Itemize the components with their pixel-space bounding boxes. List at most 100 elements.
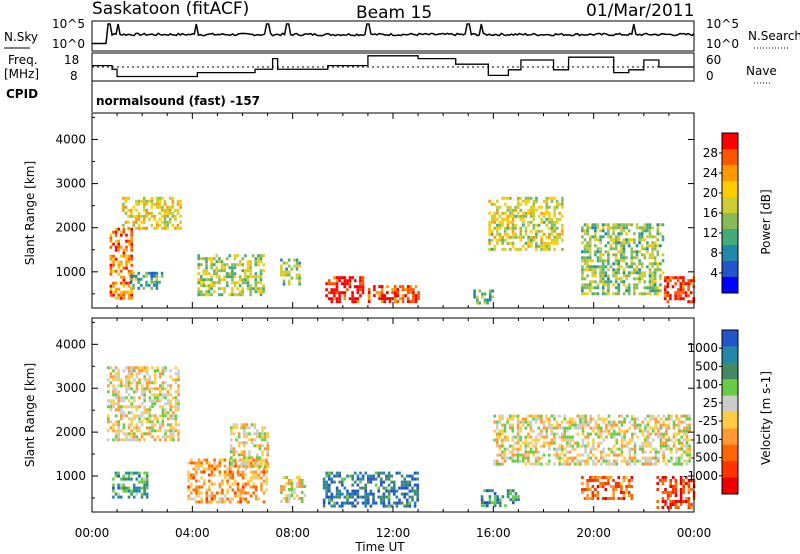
heatmap-cell [261, 432, 264, 436]
heatmap-cell [493, 202, 497, 206]
heatmap-cell [237, 432, 241, 436]
heatmap-cell [151, 405, 154, 409]
heatmap-cell [561, 223, 564, 227]
heatmap-cell [163, 223, 167, 227]
heatmap-cell [114, 474, 118, 478]
heatmap-cell [511, 417, 515, 421]
heatmap-cell [687, 485, 691, 488]
heatmap-cell [640, 292, 644, 296]
heatmap-cell [648, 235, 652, 239]
heatmap-cell [143, 471, 146, 475]
heatmap-cell [644, 429, 647, 433]
heatmap-cell [649, 450, 652, 454]
heatmap-cell [643, 238, 647, 242]
heatmap-cell [646, 286, 649, 290]
heatmap-cell [143, 432, 146, 436]
heatmap-cell [581, 441, 585, 445]
heatmap-cell [614, 262, 618, 266]
heatmap-cell [263, 432, 267, 436]
heatmap-cell [232, 426, 236, 430]
heatmap-cell [155, 202, 159, 206]
heatmap-cell [604, 488, 608, 491]
colorbar-segment [722, 346, 738, 364]
heatmap-cell [676, 297, 680, 301]
heatmap-cell [158, 205, 162, 209]
heatmap-cell [612, 283, 615, 287]
heatmap-cell [633, 441, 637, 445]
x-tick-label: 08:00 [275, 526, 310, 540]
heatmap-cell [200, 257, 203, 261]
heatmap-cell [192, 476, 196, 480]
heatmap-cell [498, 444, 502, 448]
heatmap-cell [147, 283, 151, 287]
heatmap-cell [493, 420, 496, 424]
heatmap-cell [529, 462, 533, 466]
heatmap-cell [511, 217, 515, 221]
heatmap-cell [609, 265, 613, 269]
heatmap-cell [679, 282, 683, 286]
heatmap-cell [527, 238, 530, 242]
heatmap-cell [677, 420, 681, 424]
heatmap-cell [651, 286, 654, 290]
heatmap-cell [648, 244, 652, 248]
heatmap-cell [657, 414, 660, 418]
heatmap-cell [119, 495, 123, 499]
heatmap-cell [508, 444, 512, 448]
heatmap-cell [581, 226, 584, 230]
heatmap-cell [416, 495, 419, 499]
heatmap-cell [210, 293, 213, 297]
heatmap-cell [550, 423, 554, 427]
heatmap-cell [295, 494, 299, 497]
colorbar-tick-label: 16 [703, 206, 718, 220]
heatmap-cell [656, 232, 660, 236]
heatmap-cell [179, 214, 182, 218]
heatmap-cell [596, 259, 600, 263]
heatmap-cell [252, 476, 255, 480]
heatmap-cell [609, 235, 613, 239]
heatmap-cell [215, 269, 219, 273]
heatmap-cell [548, 205, 551, 209]
heatmap-cell [617, 271, 621, 275]
heatmap-cell [604, 259, 608, 263]
heatmap-cell [382, 480, 386, 484]
heatmap-cell [200, 263, 203, 267]
heatmap-cell [127, 411, 131, 415]
heatmap-cell [604, 223, 608, 227]
heatmap-cell [662, 414, 665, 418]
heatmap-cell [249, 479, 253, 483]
heatmap-cell [609, 238, 613, 242]
heatmap-cell [566, 435, 569, 439]
heatmap-cell [257, 497, 261, 501]
heatmap-cell [257, 263, 260, 267]
heatmap-cell [142, 274, 146, 278]
heatmap-cell [254, 287, 258, 291]
heatmap-cell [545, 432, 548, 436]
heatmap-cell [651, 244, 654, 248]
heatmap-cell [398, 501, 401, 505]
heatmap-cell [638, 447, 642, 451]
heatmap-cell [161, 420, 165, 424]
heatmap-cell [228, 293, 232, 297]
heatmap-cell [417, 291, 420, 295]
heatmap-cell [617, 226, 621, 230]
heatmap-cell [509, 196, 512, 200]
heatmap-cell [328, 477, 331, 481]
heatmap-cell [527, 211, 530, 215]
heatmap-cell [643, 223, 647, 227]
heatmap-cell [192, 488, 196, 492]
heatmap-cell [393, 297, 397, 301]
heatmap-cell [529, 238, 533, 242]
heatmap-cell [244, 482, 248, 486]
heatmap-cell [583, 277, 587, 281]
heatmap-cell [540, 229, 543, 233]
heatmap-cell [519, 238, 523, 242]
heatmap-cell [519, 420, 522, 424]
heatmap-cell [127, 296, 131, 300]
heatmap-cell [680, 435, 684, 439]
heatmap-cell [618, 426, 621, 430]
heatmap-cell [236, 281, 239, 285]
heatmap-cell [677, 506, 680, 509]
heatmap-cell [158, 196, 162, 200]
heatmap-cell [588, 253, 592, 257]
heatmap-cell [501, 247, 504, 251]
